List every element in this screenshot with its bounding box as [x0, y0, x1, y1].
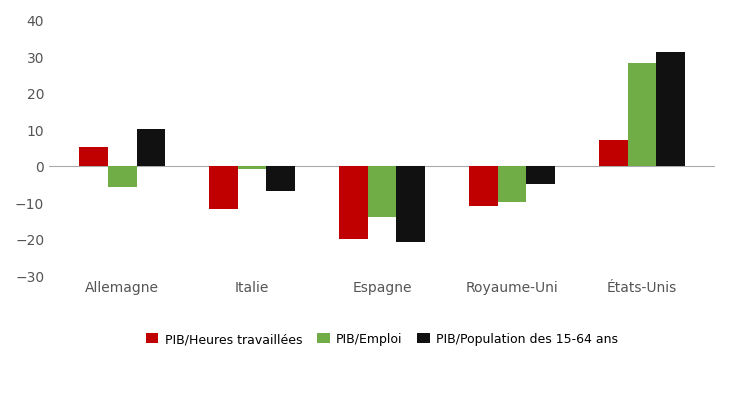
Bar: [238, 166, 266, 170]
Bar: [469, 166, 498, 206]
Bar: [526, 166, 555, 184]
Legend: PIB/Heures travaillées, PIB/Emploi, PIB/Population des 15-64 ans: PIB/Heures travaillées, PIB/Emploi, PIB/…: [141, 328, 623, 351]
Bar: [137, 130, 165, 166]
Bar: [368, 166, 396, 217]
Bar: [339, 166, 368, 239]
Bar: [396, 166, 425, 243]
Bar: [628, 64, 656, 166]
Bar: [210, 166, 238, 210]
Bar: [656, 53, 685, 166]
Bar: [498, 166, 526, 202]
Bar: [80, 148, 108, 166]
Bar: [108, 166, 137, 188]
Bar: [266, 166, 295, 192]
Bar: [599, 141, 628, 166]
